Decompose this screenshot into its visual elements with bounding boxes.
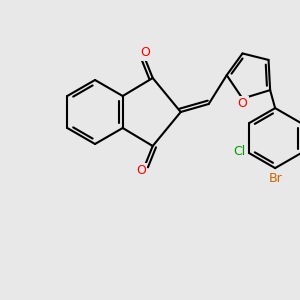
Text: Cl: Cl [233, 145, 245, 158]
Text: O: O [136, 164, 146, 178]
Text: Br: Br [268, 172, 282, 184]
Text: O: O [238, 97, 248, 110]
Text: O: O [140, 46, 150, 59]
